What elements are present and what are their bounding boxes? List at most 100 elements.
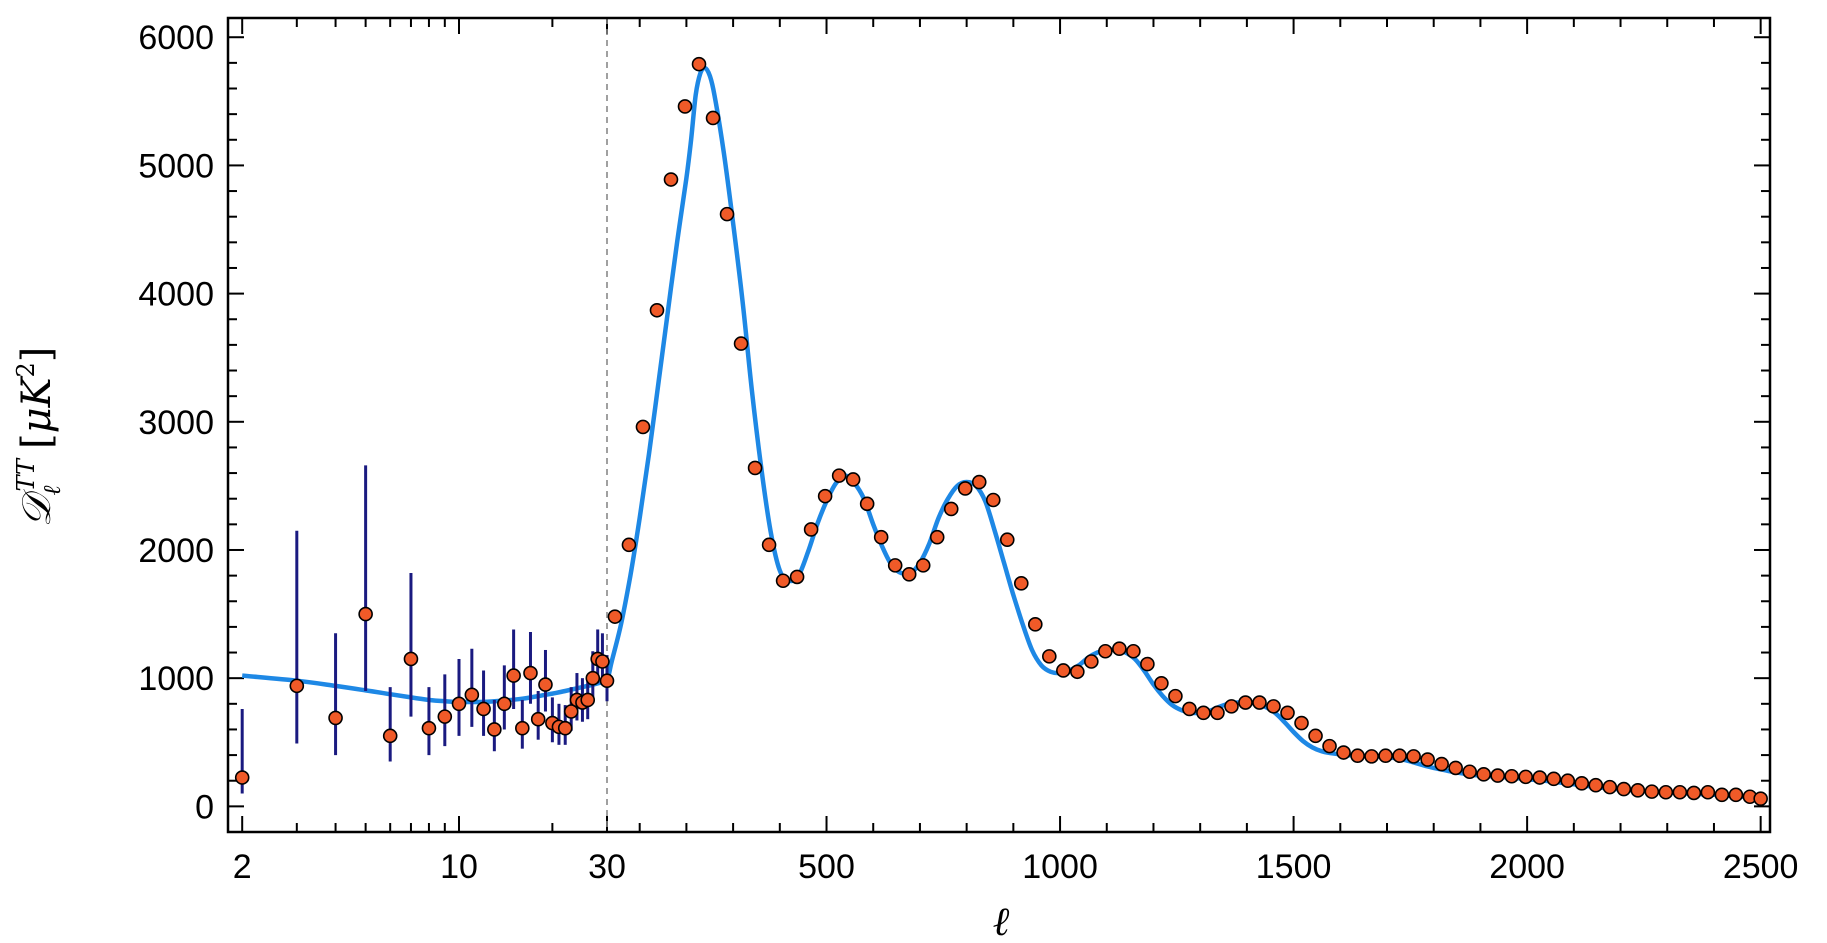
data-point bbox=[621, 537, 637, 553]
data-point bbox=[817, 488, 833, 504]
data-point bbox=[803, 522, 819, 537]
x-tick-label: 10 bbox=[440, 848, 478, 886]
data-point bbox=[464, 687, 480, 703]
data-point bbox=[999, 532, 1015, 548]
data-point bbox=[1518, 769, 1534, 785]
data-point bbox=[1042, 649, 1057, 664]
data-point bbox=[595, 654, 610, 669]
data-point bbox=[1336, 745, 1351, 760]
data-point bbox=[1504, 768, 1520, 784]
data-point bbox=[943, 501, 959, 517]
data-point bbox=[1112, 641, 1127, 656]
data-point bbox=[845, 472, 861, 487]
y-axis-title-unit: μK bbox=[14, 375, 60, 433]
data-point bbox=[1210, 705, 1225, 721]
y-tick-label: 5000 bbox=[138, 147, 214, 185]
data-point bbox=[887, 558, 903, 573]
data-point bbox=[1196, 705, 1211, 721]
data-point bbox=[1126, 643, 1141, 659]
data-point bbox=[1350, 748, 1365, 764]
data-point bbox=[1070, 664, 1085, 680]
data-point bbox=[1588, 777, 1604, 793]
data-point bbox=[1574, 775, 1590, 791]
plot-frame bbox=[226, 16, 1772, 834]
data-point bbox=[789, 569, 805, 585]
data-point bbox=[929, 529, 945, 545]
y-tick-label: 4000 bbox=[138, 276, 214, 314]
data-point bbox=[677, 99, 693, 114]
data-point bbox=[1448, 760, 1463, 776]
y-axis-title-sup: TT bbox=[12, 457, 40, 491]
y-axis-title-unit-close: ] bbox=[14, 347, 60, 363]
data-point bbox=[719, 206, 735, 222]
data-point bbox=[1280, 705, 1295, 721]
data-point bbox=[1686, 785, 1702, 801]
data-point bbox=[1420, 752, 1435, 767]
data-points bbox=[234, 56, 1768, 806]
data-point bbox=[515, 720, 530, 736]
data-point bbox=[538, 677, 553, 692]
data-point bbox=[1546, 771, 1562, 787]
data-point bbox=[873, 529, 889, 545]
data-point bbox=[1224, 699, 1239, 714]
data-point bbox=[585, 670, 601, 686]
data-point bbox=[1238, 695, 1253, 710]
data-point bbox=[971, 474, 987, 490]
data-point bbox=[1616, 781, 1632, 797]
y-tick-label: 2000 bbox=[138, 532, 214, 570]
data-point bbox=[403, 651, 419, 667]
y-tick-label: 0 bbox=[195, 788, 214, 826]
y-axis-title-sub: ℓ bbox=[38, 485, 66, 495]
data-point bbox=[747, 460, 763, 476]
data-point bbox=[1364, 749, 1379, 764]
y-axis-title-unit-open: [ bbox=[14, 433, 60, 449]
data-point bbox=[1294, 715, 1309, 731]
data-point bbox=[1714, 787, 1730, 803]
data-point bbox=[1084, 654, 1099, 669]
data-point bbox=[831, 468, 847, 483]
data-point bbox=[1630, 783, 1646, 798]
data-point bbox=[1182, 701, 1197, 717]
data-point bbox=[234, 770, 250, 785]
data-point bbox=[1406, 749, 1421, 764]
x-tick-label: 2000 bbox=[1489, 848, 1565, 886]
data-point bbox=[649, 302, 665, 318]
data-point bbox=[1308, 728, 1323, 744]
y-axis-title: 𝒟ℓTT[μK2] bbox=[12, 347, 66, 528]
data-point bbox=[1140, 656, 1155, 672]
data-point bbox=[506, 668, 521, 683]
data-point bbox=[775, 573, 791, 589]
data-point bbox=[1434, 756, 1449, 772]
data-point bbox=[1392, 748, 1407, 764]
data-point bbox=[915, 558, 931, 573]
data-point bbox=[957, 481, 973, 496]
data-point bbox=[358, 606, 373, 622]
data-point bbox=[599, 673, 615, 689]
data-point bbox=[901, 567, 917, 582]
data-point bbox=[437, 709, 453, 724]
error-bars bbox=[240, 465, 609, 794]
data-point bbox=[663, 172, 679, 187]
svg-text:𝒟ℓTT[μK2]: 𝒟ℓTT[μK2] bbox=[12, 347, 66, 528]
data-point bbox=[733, 336, 749, 351]
data-point bbox=[1490, 768, 1505, 783]
data-point bbox=[1322, 738, 1337, 754]
data-point bbox=[705, 110, 721, 126]
data-point bbox=[859, 496, 875, 512]
data-point bbox=[1602, 779, 1618, 795]
x-tick-label: 500 bbox=[798, 848, 855, 886]
data-point bbox=[1753, 791, 1768, 806]
data-point bbox=[1252, 695, 1267, 710]
data-point bbox=[1266, 699, 1281, 714]
data-point bbox=[476, 701, 491, 717]
data-point bbox=[421, 720, 437, 736]
y-tick-labels: 0 1000 2000 3000 4000 5000 6000 bbox=[138, 19, 214, 826]
x-tick-label: 2500 bbox=[1723, 848, 1799, 886]
y-tick-label: 1000 bbox=[138, 660, 214, 698]
data-point bbox=[563, 704, 579, 719]
y-axis-title-unit-sup: 2 bbox=[12, 362, 40, 377]
x-tick-label: 2 bbox=[233, 848, 252, 886]
data-point bbox=[1154, 676, 1169, 691]
data-point bbox=[691, 56, 707, 72]
